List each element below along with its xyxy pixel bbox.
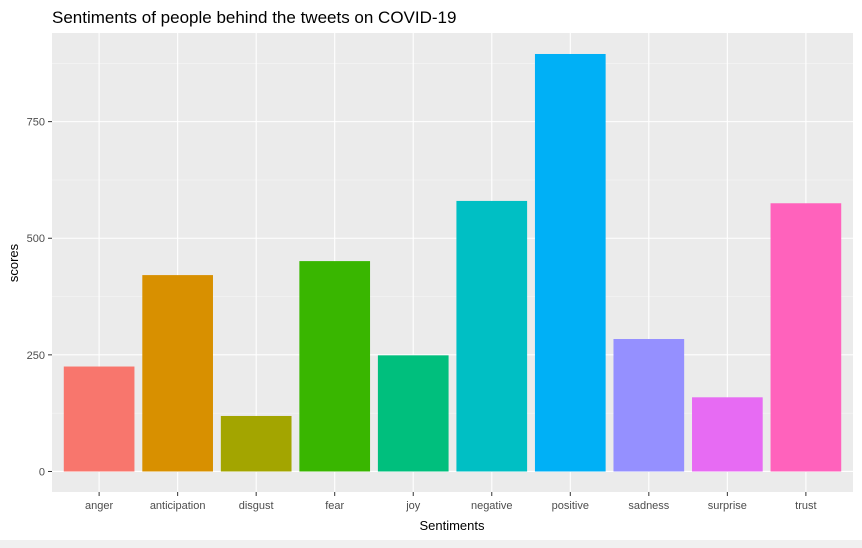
bar-trust	[770, 203, 842, 472]
x-tick-label: surprise	[708, 500, 747, 512]
x-tick-label: negative	[471, 500, 513, 512]
y-tick-label: 0	[39, 466, 45, 478]
chart-title: Sentiments of people behind the tweets o…	[52, 8, 456, 27]
bar-anticipation	[142, 275, 213, 472]
x-tick-label: joy	[405, 500, 421, 512]
y-tick-label: 750	[27, 117, 45, 129]
x-tick-label: anticipation	[150, 500, 206, 512]
y-tick-label: 500	[27, 233, 45, 245]
bar-anger	[63, 366, 135, 472]
bar-joy	[377, 355, 449, 472]
bar-disgust	[220, 415, 292, 472]
bars	[63, 53, 842, 472]
x-tick-label: anger	[85, 500, 113, 512]
bar-positive	[534, 53, 606, 472]
x-axis-title: Sentiments	[419, 518, 485, 533]
x-tick-label: trust	[795, 500, 816, 512]
y-axis: 0 250 500 750	[27, 117, 52, 478]
bottom-bar	[0, 540, 862, 548]
x-tick-label: fear	[325, 500, 344, 512]
x-tick-label: positive	[552, 500, 589, 512]
x-axis: anger anticipation disgust fear joy negative p…	[85, 492, 817, 512]
bar-fear	[299, 261, 371, 472]
bar-negative	[456, 200, 528, 472]
y-axis-title: scores	[6, 243, 21, 282]
y-tick-label: 250	[27, 350, 45, 362]
x-tick-label: disgust	[239, 500, 274, 512]
bar-surprise	[692, 397, 763, 472]
x-tick-label: sadness	[628, 500, 669, 512]
bar-sadness	[613, 339, 685, 472]
